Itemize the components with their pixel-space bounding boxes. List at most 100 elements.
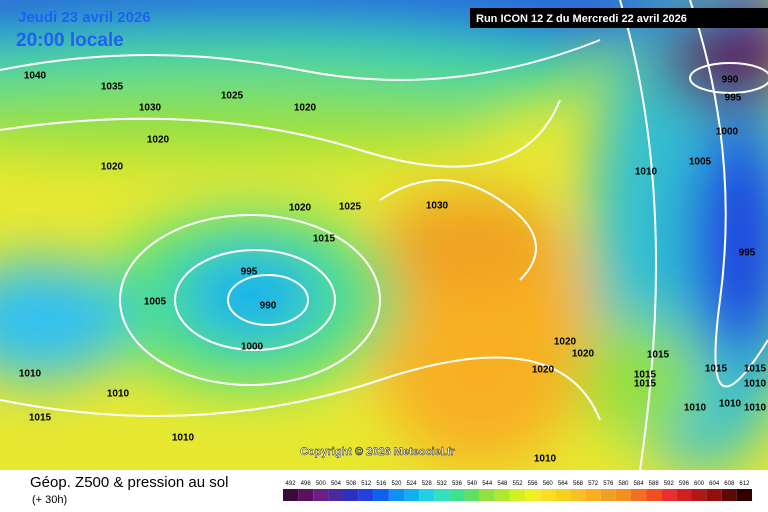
- scale-label: 600: [694, 481, 705, 487]
- isobar-label: 1010: [719, 399, 742, 410]
- isobar-label: 990: [722, 75, 739, 86]
- scale-swatch: [388, 489, 405, 501]
- scale-label: 552: [512, 481, 523, 487]
- scale-swatch: [419, 489, 435, 501]
- run-label: Run ICON 12 Z du Mercredi 22 avril 2026: [476, 13, 687, 25]
- isobar-label: 1010: [19, 369, 42, 380]
- scale-label: 572: [588, 481, 599, 487]
- isobar-label: 990: [260, 301, 277, 312]
- scale-label: 584: [634, 481, 645, 487]
- scale-swatch: [706, 489, 722, 501]
- scale-label: 524: [407, 481, 418, 487]
- scale-label: 588: [649, 481, 660, 487]
- isobar-label: 1015: [647, 350, 670, 361]
- scale-label: 548: [497, 481, 508, 487]
- scale-label: 492: [286, 481, 297, 487]
- scale-label: 536: [452, 481, 463, 487]
- scale-swatch: [630, 489, 647, 501]
- isobar-label: 1020: [554, 337, 577, 348]
- isobar-label: 1015: [313, 234, 336, 245]
- scale-swatch: [373, 489, 389, 501]
- isobar-label: 1030: [139, 103, 162, 114]
- isobar-label: 1020: [101, 162, 124, 173]
- lead-time: (+ 30h): [32, 494, 67, 506]
- scale-swatch: [343, 489, 359, 501]
- isobar-label: 1025: [339, 202, 362, 213]
- scale-swatch: [736, 489, 752, 501]
- scale-swatch: [358, 489, 374, 501]
- scale-swatch: [646, 489, 662, 501]
- isobar-label: 1015: [705, 364, 728, 375]
- scale-label: 496: [301, 481, 312, 487]
- scale-swatch: [615, 489, 631, 501]
- isobar-label: 1030: [426, 201, 449, 212]
- scale-swatch: [494, 489, 510, 501]
- scale-swatch: [661, 489, 677, 501]
- isobar-label: 1000: [716, 127, 739, 138]
- scale-label: 612: [739, 481, 750, 487]
- date: Jeudi 23 avril 2026: [18, 9, 151, 26]
- scale-swatch: [479, 489, 495, 501]
- scale-swatch: [600, 489, 616, 501]
- scale-swatch: [313, 489, 329, 501]
- scale-swatch: [449, 489, 465, 501]
- scale-swatch: [691, 489, 707, 501]
- scale-swatch: [283, 489, 299, 501]
- isobar-label: 1010: [635, 167, 658, 178]
- scale-label: 596: [679, 481, 690, 487]
- scale-label: 508: [346, 481, 357, 487]
- isobar-label: 1015: [29, 413, 52, 424]
- scale-label: 540: [467, 481, 478, 487]
- isobar-label: 1010: [534, 454, 557, 465]
- scale-label: 568: [573, 481, 584, 487]
- scale-swatch: [525, 489, 541, 501]
- scale-swatch: [540, 489, 556, 501]
- time: 20:00 locale: [16, 30, 124, 51]
- scale-swatch: [509, 489, 526, 501]
- scale-label: 528: [422, 481, 433, 487]
- isobar-label: 1005: [689, 157, 712, 168]
- scale-label: 580: [618, 481, 629, 487]
- copyright: Copyright © 2026 Meteociel.fr: [300, 446, 456, 458]
- scale-swatch: [404, 489, 420, 501]
- scale-swatch: [585, 489, 601, 501]
- isobar-label: 1020: [289, 203, 312, 214]
- scale-label: 520: [391, 481, 402, 487]
- scale-swatch: [298, 489, 314, 501]
- scale-label: 500: [316, 481, 327, 487]
- scale-label: 504: [331, 481, 342, 487]
- isobar-label: 1020: [147, 135, 170, 146]
- isobar-label: 995: [725, 93, 742, 104]
- scale-label: 560: [543, 481, 554, 487]
- footer-title: Géop. Z500 & pression au sol: [30, 474, 228, 491]
- scale-label: 544: [482, 481, 493, 487]
- scale-swatch: [434, 489, 450, 501]
- isobar-label: 1020: [572, 349, 595, 360]
- isobar-label: 995: [739, 248, 756, 259]
- isobar-label: 1040: [24, 71, 47, 82]
- scale-swatch: [570, 489, 586, 501]
- isobar-label: 1020: [294, 103, 317, 114]
- scale-swatch: [464, 489, 480, 501]
- scale-swatch: [328, 489, 344, 501]
- scale-label: 516: [376, 481, 387, 487]
- isobar-label: 1015: [634, 379, 657, 390]
- scale-label: 512: [361, 481, 372, 487]
- scale-label: 556: [528, 481, 539, 487]
- scale-label: 592: [664, 481, 675, 487]
- scale-label: 576: [603, 481, 614, 487]
- scale-label: 608: [724, 481, 735, 487]
- isobar-label: 1010: [107, 389, 130, 400]
- isobar-label: 1025: [221, 91, 244, 102]
- isobar-label: 1010: [172, 433, 195, 444]
- isobar-label: 995: [241, 267, 258, 278]
- scale-label: 532: [437, 481, 448, 487]
- scale-label: 564: [558, 481, 569, 487]
- isobar-label: 1035: [101, 82, 124, 93]
- isobar-label: 1000: [241, 342, 264, 353]
- isobar-label: 1015: [744, 364, 767, 375]
- scale-swatch: [555, 489, 571, 501]
